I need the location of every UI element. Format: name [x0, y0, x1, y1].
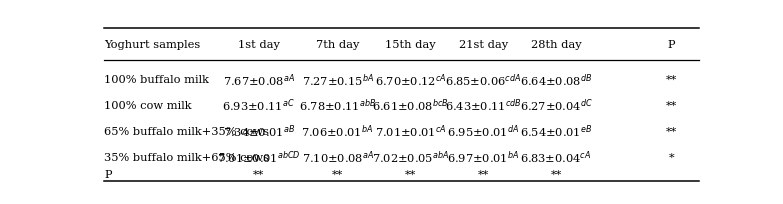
Text: 100% cow milk: 100% cow milk — [104, 101, 191, 111]
Text: 7.34±0.01$^{aB}$: 7.34±0.01$^{aB}$ — [222, 124, 294, 140]
Text: 7.67±0.08$^{aA}$: 7.67±0.08$^{aA}$ — [222, 72, 294, 89]
Text: 6.61±0.08$^{bcB}$: 6.61±0.08$^{bcB}$ — [372, 98, 449, 114]
Text: Yoghurt samples: Yoghurt samples — [104, 40, 200, 50]
Text: 15th day: 15th day — [385, 40, 435, 50]
Text: 100% buffalo milk: 100% buffalo milk — [104, 75, 209, 85]
Text: 6.64±0.08$^{dB}$: 6.64±0.08$^{dB}$ — [520, 72, 592, 89]
Text: **: ** — [253, 170, 265, 180]
Text: **: ** — [666, 127, 677, 137]
Text: **: ** — [666, 101, 677, 111]
Text: 7.02±0.05$^{abA}$: 7.02±0.05$^{abA}$ — [372, 150, 449, 166]
Text: 6.54±0.01$^{eB}$: 6.54±0.01$^{eB}$ — [520, 124, 592, 140]
Text: 6.70±0.12$^{cA}$: 6.70±0.12$^{cA}$ — [374, 72, 446, 89]
Text: 6.27±0.04$^{dC}$: 6.27±0.04$^{dC}$ — [520, 98, 593, 114]
Text: 7.10±0.08$^{aA}$: 7.10±0.08$^{aA}$ — [301, 150, 373, 166]
Text: 6.85±0.06$^{cdA}$: 6.85±0.06$^{cdA}$ — [445, 72, 521, 89]
Text: 6.78±0.11$^{abB}$: 6.78±0.11$^{abB}$ — [299, 98, 376, 114]
Text: 6.97±0.01$^{bA}$: 6.97±0.01$^{bA}$ — [447, 150, 519, 166]
Text: 28th day: 28th day — [531, 40, 581, 50]
Text: 35% buffalo milk+65% cows: 35% buffalo milk+65% cows — [104, 153, 269, 163]
Text: **: ** — [405, 170, 416, 180]
Text: 65% buffalo milk+35% cows: 65% buffalo milk+35% cows — [104, 127, 269, 137]
Text: 6.83±0.04$^{cA}$: 6.83±0.04$^{cA}$ — [521, 150, 592, 166]
Text: **: ** — [666, 75, 677, 85]
Text: **: ** — [332, 170, 343, 180]
Text: **: ** — [550, 170, 561, 180]
Text: 6.95±0.01$^{dA}$: 6.95±0.01$^{dA}$ — [447, 124, 519, 140]
Text: P: P — [104, 170, 111, 180]
Text: 6.43±0.11$^{cdB}$: 6.43±0.11$^{cdB}$ — [445, 98, 521, 114]
Text: **: ** — [478, 170, 489, 180]
Text: 7.06±0.01$^{bA}$: 7.06±0.01$^{bA}$ — [301, 124, 373, 140]
Text: 7th day: 7th day — [316, 40, 359, 50]
Text: 6.93±0.11$^{aC}$: 6.93±0.11$^{aC}$ — [222, 98, 295, 114]
Text: 1st day: 1st day — [238, 40, 280, 50]
Text: 7.27±0.15$^{bA}$: 7.27±0.15$^{bA}$ — [301, 72, 373, 89]
Text: *: * — [669, 153, 674, 163]
Text: P: P — [668, 40, 675, 50]
Text: 7.01±0.01$^{cA}$: 7.01±0.01$^{cA}$ — [374, 124, 446, 140]
Text: 7.01±0.01$^{abCD}$: 7.01±0.01$^{abCD}$ — [217, 150, 301, 166]
Text: 21st day: 21st day — [459, 40, 507, 50]
